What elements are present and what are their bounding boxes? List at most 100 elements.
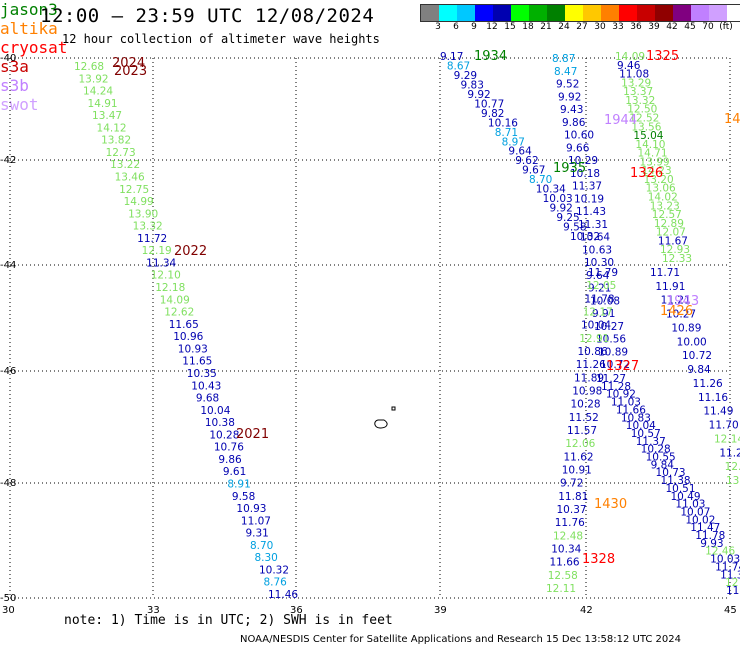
- wave-height-value: 11.49: [703, 406, 733, 418]
- wave-height-value: 10.03: [710, 554, 740, 566]
- wave-height-value: 12.75: [119, 184, 149, 196]
- colorbar-label: 27: [576, 22, 588, 32]
- colorbar-label: 3: [435, 22, 441, 32]
- wave-height-value: 13: [726, 475, 739, 487]
- wave-height-value: 12.48: [553, 530, 583, 542]
- wave-height-value: 13.06: [646, 183, 676, 195]
- wave-height-value: 11.62: [564, 451, 594, 463]
- satellite-legend-s3a: s3a: [0, 57, 29, 76]
- wave-height-value: 11.79: [588, 267, 618, 279]
- wave-height-value: 10.08: [590, 295, 620, 307]
- wave-height-value: 10.56: [596, 334, 626, 346]
- altimeter-tracks: 12.6813.9214.2414.9113.4714.1213.8212.73…: [74, 51, 740, 601]
- satellite-legend-jason3: jason3: [0, 0, 58, 19]
- wave-height-value: 9.46: [617, 60, 641, 72]
- wave-height-value: 9.17: [440, 51, 463, 63]
- wave-height-value: 11.34: [146, 257, 176, 269]
- wave-height-value: 11.38: [661, 475, 691, 487]
- wave-height-value: 10.28: [571, 399, 601, 411]
- colorbar-swatch: [511, 5, 529, 21]
- wave-height-value: 12.93: [660, 244, 690, 256]
- footnote: note: 1) Time is in UTC; 2) SWH is in fe…: [64, 613, 393, 628]
- wave-height-value: 14.02: [648, 192, 678, 204]
- wave-height-value: 9.67: [522, 165, 545, 177]
- wave-height-value: 10.72: [600, 359, 630, 371]
- wave-height-value: 11.: [726, 585, 740, 597]
- island-marion: [374, 419, 388, 429]
- lon-tick-label: 42: [580, 605, 593, 616]
- wave-height-value: 11.31: [578, 219, 608, 231]
- wave-height-value: 8.76: [263, 577, 287, 589]
- wave-height-value: 11.43: [576, 206, 606, 218]
- wave-height-value: 13.37: [623, 86, 653, 98]
- wave-height-value: 11.66: [550, 557, 580, 569]
- wave-height-value: 14.09: [615, 51, 645, 63]
- wave-height-value: 11.47: [690, 522, 720, 534]
- satellite-legend-s3b: s3b: [0, 76, 29, 95]
- wave-height-value: 11.78: [695, 530, 725, 542]
- satellite-legend-cryosat: cryosat: [0, 38, 68, 57]
- colorbar-label: 9: [471, 22, 477, 32]
- wave-height-value: 12.06: [565, 438, 595, 450]
- wave-height-value: 10.89: [671, 322, 701, 334]
- wave-height-value: 9.25: [556, 212, 579, 224]
- wave-height-value: 10.51: [665, 483, 695, 495]
- wave-height-value: 10.03: [543, 193, 573, 205]
- colorbar-swatch: [619, 5, 637, 21]
- wave-height-value: 11.28: [601, 381, 631, 393]
- wave-height-value: 12.18: [155, 282, 185, 294]
- wave-height-value: 10.34: [551, 544, 581, 556]
- wave-height-value: 9.92: [549, 203, 572, 215]
- wave-height-value: 8.47: [554, 66, 577, 78]
- wave-height-value: 10.55: [646, 452, 676, 464]
- wave-height-value: 11.52: [569, 412, 599, 424]
- wave-height-value: 13.46: [115, 172, 145, 184]
- pass-label: 1935: [553, 161, 586, 176]
- colorbar-swatch: [475, 5, 493, 21]
- wave-height-value: 11.72: [137, 233, 167, 245]
- wave-height-value: 12.73: [106, 147, 136, 159]
- wave-height-value: 10.00: [677, 336, 707, 348]
- wave-height-value: 11.08: [619, 69, 649, 81]
- wave-height-value: 11.91: [655, 281, 685, 293]
- wave-height-value: 10.27: [666, 309, 696, 321]
- wave-height-value: 11.21: [661, 295, 691, 307]
- wave-height-value: 10.72: [682, 350, 712, 362]
- wave-height-value: 10.19: [574, 193, 604, 205]
- wave-height-value: 10.73: [656, 467, 686, 479]
- map-subtitle: 12 hour collection of altimeter wave hei…: [62, 32, 380, 46]
- lat-tick-label: -50: [0, 593, 16, 604]
- colorbar-swatch: [673, 5, 691, 21]
- wave-height-value: 12.11: [546, 583, 576, 595]
- wave-height-value: 11.78: [585, 293, 615, 305]
- wave-height-value: 11.29: [719, 447, 740, 459]
- wave-height-value: 10.93: [236, 503, 266, 515]
- wave-height-value: 11.37: [572, 181, 602, 193]
- wave-height-value: 10.04: [581, 320, 611, 332]
- wave-height-value: 11.46: [268, 589, 298, 601]
- wave-height-colorbar: [420, 4, 740, 22]
- wave-height-value: 9.52: [556, 79, 579, 91]
- pass-label: 1325: [646, 49, 679, 64]
- wave-height-value: 9.83: [461, 79, 484, 91]
- wave-height-value: 12.17: [583, 307, 613, 319]
- wave-height-value: 11.65: [182, 356, 212, 368]
- wave-height-value: 9.84: [651, 459, 675, 471]
- wave-height-value: 11.66: [616, 404, 646, 416]
- wave-height-value: 12.68: [74, 61, 104, 73]
- wave-height-value: 10.93: [178, 343, 208, 355]
- wave-height-value: 14.12: [97, 122, 127, 134]
- wave-height-value: 9.82: [481, 108, 504, 120]
- wave-height-value: 9.62: [515, 155, 538, 167]
- wave-height-value: 9.64: [586, 270, 610, 282]
- wave-height-value: 12.58: [548, 570, 578, 582]
- wave-height-value: 14.09: [160, 294, 190, 306]
- wave-height-value: 11.26: [576, 359, 606, 371]
- wave-height-value: 11.27: [596, 373, 626, 385]
- wave-height-value: 9.92: [467, 89, 490, 101]
- wave-height-value: 10.86: [578, 346, 608, 358]
- pass-label: 1944: [604, 113, 637, 128]
- colorbar-swatch: [493, 5, 511, 21]
- satellite-legend-altika: altika: [0, 19, 58, 38]
- colorbar-label: 15: [504, 22, 516, 32]
